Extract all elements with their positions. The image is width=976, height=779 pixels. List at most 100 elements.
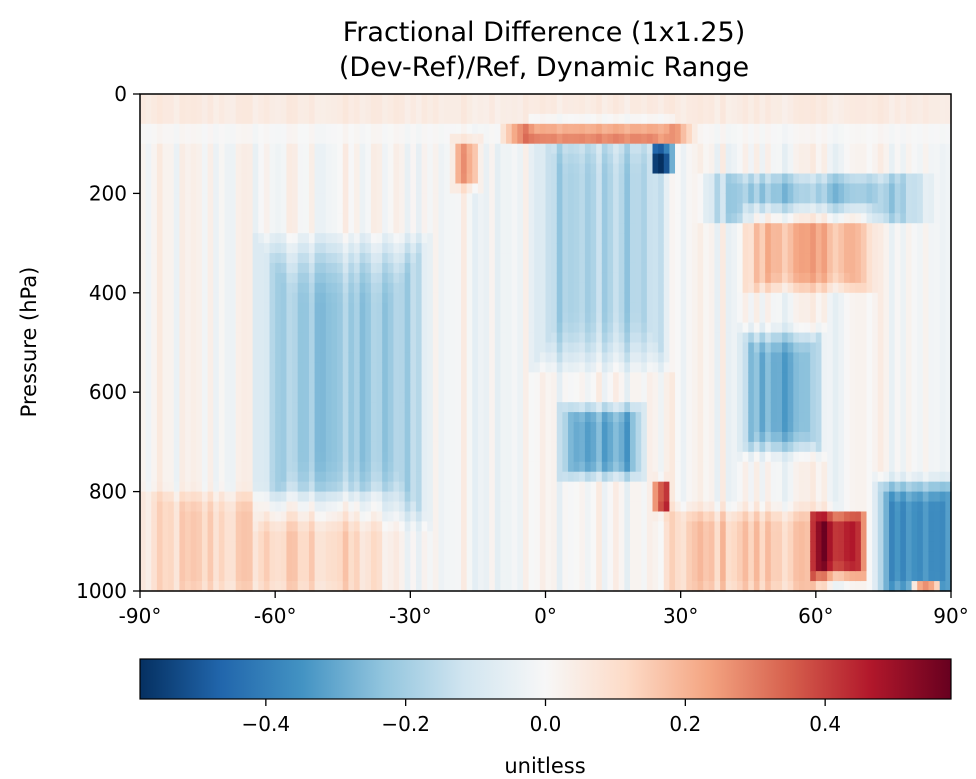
heatmap-cell [427, 541, 434, 552]
heatmap-cell [342, 302, 349, 314]
heatmap-cell [573, 501, 580, 513]
heatmap-cell [596, 103, 603, 115]
heatmap-cell [489, 193, 496, 204]
heatmap-cell [573, 302, 580, 314]
heatmap-cell [241, 561, 248, 572]
heatmap-cell [145, 561, 152, 572]
heatmap-cell [624, 292, 631, 304]
heatmap-cell [168, 561, 175, 572]
heatmap-cell [247, 392, 254, 403]
heatmap-cell [370, 541, 378, 552]
heatmap-cell [190, 193, 197, 204]
heatmap-cell [472, 461, 479, 473]
heatmap-cell [297, 342, 304, 354]
heatmap-cell [663, 143, 670, 155]
heatmap-cell [534, 551, 541, 562]
heatmap-cell [320, 103, 327, 115]
heatmap-cell [370, 183, 378, 194]
heatmap-cell [399, 461, 406, 473]
heatmap-cell [500, 123, 507, 135]
heatmap-cell [196, 193, 203, 204]
heatmap-cell [511, 511, 518, 523]
heatmap-cell [218, 431, 226, 443]
heatmap-cell [663, 491, 670, 503]
heatmap-cell [601, 501, 609, 513]
heatmap-cell [500, 352, 507, 363]
heatmap-cell [455, 551, 462, 562]
heatmap-cell [415, 541, 423, 552]
heatmap-cell [365, 471, 372, 483]
heatmap-cell [658, 491, 665, 503]
heatmap-cell [601, 163, 609, 175]
heatmap-cell [308, 203, 316, 214]
heatmap-cell [635, 561, 642, 572]
heatmap-cell [201, 183, 209, 194]
heatmap-cell [573, 372, 580, 383]
heatmap-cell [247, 203, 254, 214]
heatmap-cell [196, 332, 203, 344]
heatmap-cell [241, 501, 248, 513]
heatmap-cell [387, 451, 395, 463]
heatmap-cell [365, 262, 372, 274]
heatmap-cell [596, 422, 603, 433]
heatmap-cell [376, 103, 383, 115]
heatmap-cell [652, 143, 659, 155]
heatmap-cell [562, 243, 569, 254]
heatmap-cell [573, 352, 580, 363]
heatmap-cell [258, 561, 265, 572]
heatmap-cell [461, 133, 468, 145]
heatmap-cell [286, 94, 293, 105]
heatmap-cell [263, 561, 271, 572]
heatmap-cell [669, 541, 676, 552]
heatmap-cell [624, 501, 631, 513]
heatmap-cell [624, 312, 631, 324]
heatmap-cell [258, 173, 265, 185]
heatmap-cell [489, 571, 496, 582]
heatmap-cell [511, 571, 518, 582]
heatmap-cell [534, 282, 541, 294]
heatmap-cell [613, 402, 620, 413]
heatmap-cell [207, 471, 214, 483]
heatmap-cell [168, 292, 175, 304]
heatmap-cell [522, 243, 530, 254]
heatmap-cell [449, 501, 456, 513]
heatmap-cell [663, 521, 670, 532]
heatmap-cell [224, 352, 231, 363]
heatmap-cell [393, 113, 400, 125]
heatmap-cell [455, 382, 462, 393]
heatmap-cell [613, 392, 620, 403]
heatmap-cell [230, 372, 237, 383]
heatmap-cell [641, 451, 648, 463]
heatmap-cell [697, 123, 704, 135]
heatmap-cell [466, 272, 473, 284]
heatmap-cell [432, 471, 440, 483]
heatmap-cell [247, 471, 254, 483]
heatmap-cell [308, 312, 316, 324]
heatmap-cell [658, 581, 665, 592]
heatmap-cell [151, 193, 158, 204]
heatmap-cell [528, 531, 535, 542]
heatmap-cell [410, 471, 417, 483]
heatmap-cell [297, 282, 304, 294]
heatmap-cell [613, 551, 620, 562]
heatmap-cell [545, 352, 552, 363]
heatmap-cell [590, 292, 597, 304]
heatmap-cell [511, 163, 518, 175]
heatmap-cell [376, 491, 383, 503]
heatmap-cell [635, 342, 642, 354]
heatmap-cell [224, 133, 231, 145]
heatmap-cell [303, 491, 310, 503]
heatmap-cell [348, 262, 355, 274]
heatmap-cell [511, 422, 518, 433]
heatmap-cell [500, 203, 507, 214]
heatmap-cell [286, 153, 293, 165]
heatmap-cell [477, 332, 485, 344]
heatmap-cell [506, 501, 513, 513]
heatmap-cell [354, 282, 361, 294]
heatmap-cell [663, 243, 670, 254]
heatmap-cell [325, 332, 333, 344]
heatmap-cell [522, 501, 530, 513]
heatmap-cell [269, 461, 276, 473]
heatmap-cell [618, 551, 625, 562]
heatmap-cell [618, 541, 625, 552]
